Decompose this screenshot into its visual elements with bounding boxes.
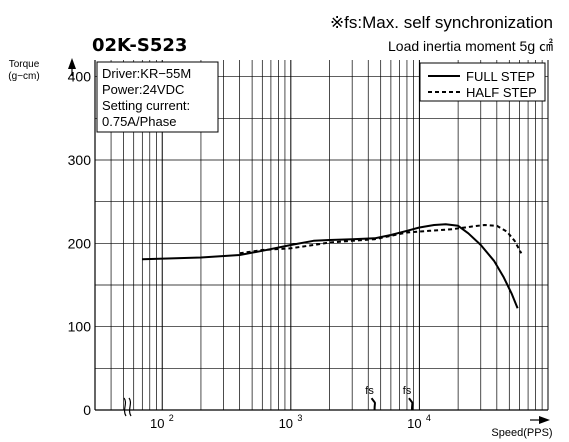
legend-label: FULL STEP [466,69,535,84]
fs-markers: fs fs [365,385,414,411]
axes [68,58,550,424]
x-tick-label: 10 [279,416,293,431]
condition-line: Setting current: [102,98,190,113]
x-axis-arrowhead [539,416,550,424]
y-tick-label: 100 [68,319,92,335]
fs-marker-label: fs [365,385,374,397]
load-inertia-label: Load inertia moment 5g ㎠ [388,38,553,54]
model-title: 02K-S523 [92,35,187,56]
fs-marker-curve [408,397,414,411]
legend-frame [419,62,546,102]
condition-line: 0.75A/Phase [102,114,176,129]
y-tick-label: 0 [83,402,91,418]
conditions-box-frame [96,61,219,133]
y-axis-label: Torque [9,59,40,70]
y-axis-unit: (g−cm) [8,71,39,82]
fs-note: ※fs:Max. self synchronization [330,13,553,32]
x-axis-label: Speed(PPS) [491,427,552,439]
legend-label: HALF STEP [466,85,537,100]
x-tick-label: 10 [150,416,164,431]
x-tick-exponent: 2 [169,413,174,423]
fs-marker-curve [370,397,376,411]
y-tick-label: 200 [68,235,92,251]
axis-break-mark [123,397,127,417]
full-step-line [142,223,519,309]
x-tick-exponent: 4 [426,413,431,423]
axis-break-mark [128,397,132,417]
x-tick-label: 10 [407,416,421,431]
y-tick-label: 400 [68,69,92,85]
condition-line: Driver:KR−55M [102,66,191,81]
series-lines [142,223,523,309]
half-step-line [239,224,523,255]
y-axis-arrowhead [68,58,76,69]
condition-line: Power:24VDC [102,82,184,97]
fs-marker-label: fs [403,385,412,397]
x-tick-labels: 10 2 10 3 10 4 [150,413,431,431]
y-tick-label: 300 [68,152,92,168]
x-tick-exponent: 3 [297,413,302,423]
y-tick-labels: 0 100 200 300 400 [68,69,92,418]
